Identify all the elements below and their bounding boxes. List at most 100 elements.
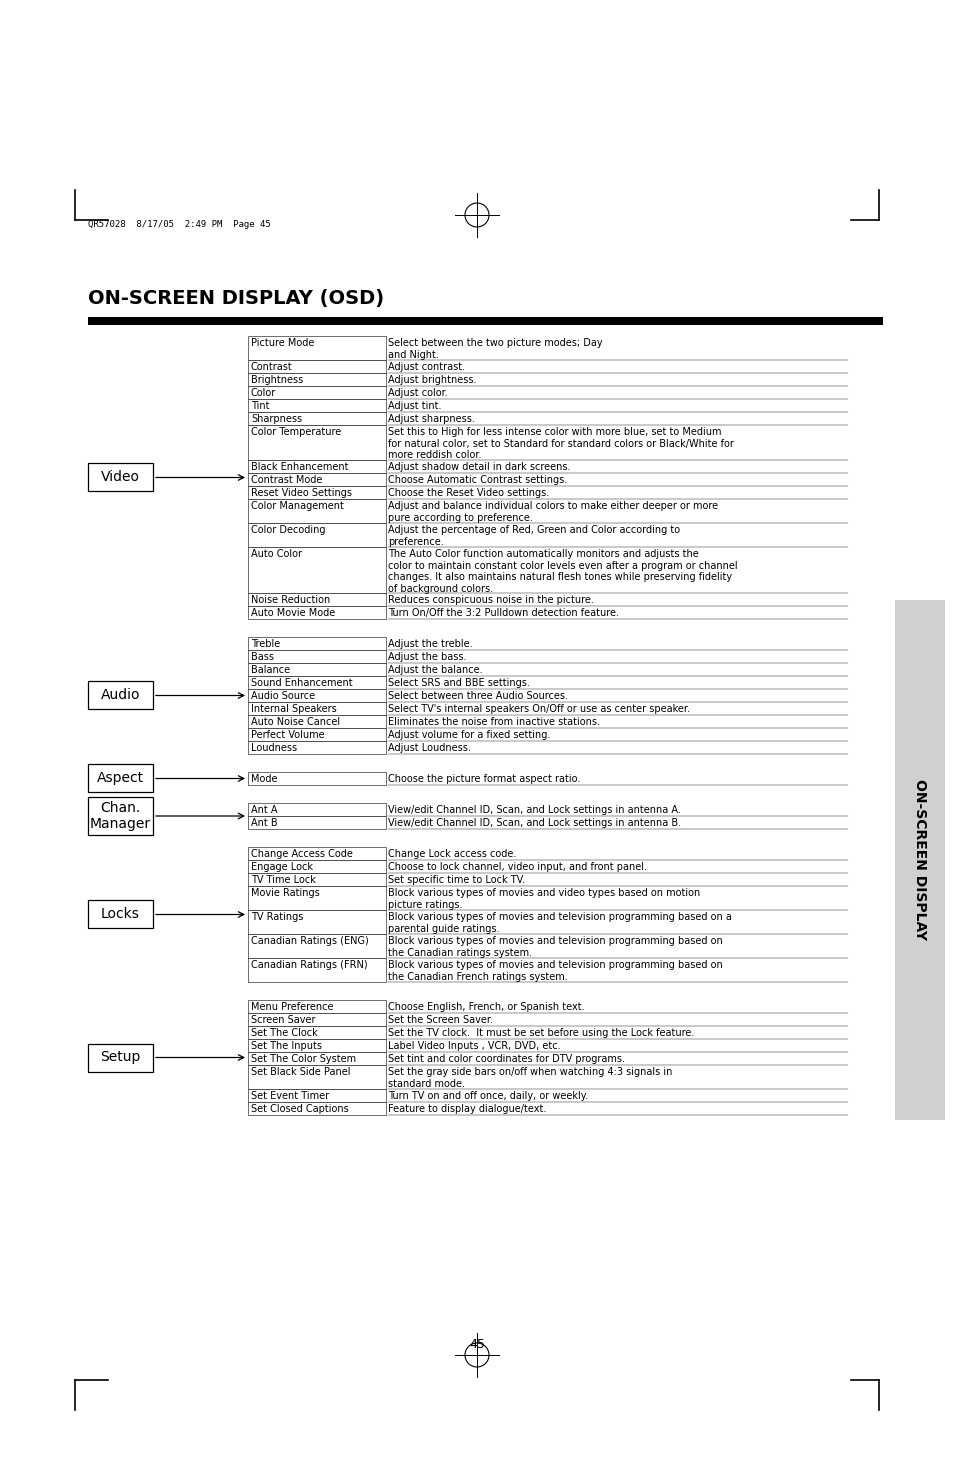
Bar bbox=[248, 873, 386, 886]
Text: Select SRS and BBE settings.: Select SRS and BBE settings. bbox=[388, 678, 529, 687]
Text: Set the gray side bars on/off when watching 4:3 signals in
standard mode.: Set the gray side bars on/off when watch… bbox=[388, 1066, 672, 1089]
Bar bbox=[88, 1043, 152, 1071]
Text: Adjust and balance individual colors to make either deeper or more
pure accordin: Adjust and balance individual colors to … bbox=[388, 502, 718, 522]
Text: Picture Mode: Picture Mode bbox=[251, 338, 314, 348]
Text: The Auto Color function automatically monitors and adjusts the
color to maintain: The Auto Color function automatically mo… bbox=[388, 549, 737, 594]
Text: Block various types of movies and television programming based on
the Canadian r: Block various types of movies and televi… bbox=[388, 937, 722, 957]
Bar bbox=[248, 637, 386, 650]
Text: Setup: Setup bbox=[100, 1050, 140, 1065]
Text: Choose Automatic Contrast settings.: Choose Automatic Contrast settings. bbox=[388, 475, 567, 485]
Bar bbox=[248, 910, 386, 934]
Text: Adjust brightness.: Adjust brightness. bbox=[388, 375, 476, 385]
Text: Eliminates the noise from inactive stations.: Eliminates the noise from inactive stati… bbox=[388, 717, 599, 727]
Text: Auto Color: Auto Color bbox=[251, 549, 302, 559]
Text: Engage Lock: Engage Lock bbox=[251, 861, 313, 872]
Text: Change Lock access code.: Change Lock access code. bbox=[388, 850, 516, 858]
Text: Color Decoding: Color Decoding bbox=[251, 525, 325, 535]
Text: Noise Reduction: Noise Reduction bbox=[251, 594, 330, 605]
Bar bbox=[248, 425, 386, 460]
Text: Adjust color.: Adjust color. bbox=[388, 388, 447, 398]
Text: Sound Enhancement: Sound Enhancement bbox=[251, 678, 353, 687]
Text: Select between three Audio Sources.: Select between three Audio Sources. bbox=[388, 690, 567, 701]
Bar bbox=[248, 729, 386, 740]
Text: Color: Color bbox=[251, 388, 276, 398]
Text: Adjust sharpness.: Adjust sharpness. bbox=[388, 414, 475, 423]
Text: Perfect Volume: Perfect Volume bbox=[251, 730, 324, 740]
Text: Bass: Bass bbox=[251, 652, 274, 662]
Bar bbox=[88, 463, 152, 491]
Text: Internal Speakers: Internal Speakers bbox=[251, 704, 336, 714]
Bar bbox=[248, 593, 386, 606]
Text: Adjust the percentage of Red, Green and Color according to
preference.: Adjust the percentage of Red, Green and … bbox=[388, 525, 679, 547]
Text: Block various types of movies and television programming based on
the Canadian F: Block various types of movies and televi… bbox=[388, 960, 722, 981]
Bar bbox=[248, 547, 386, 593]
Bar bbox=[248, 373, 386, 386]
Text: Adjust the bass.: Adjust the bass. bbox=[388, 652, 466, 662]
Text: Black Enhancement: Black Enhancement bbox=[251, 462, 348, 472]
Text: Audio: Audio bbox=[101, 689, 140, 702]
Bar bbox=[248, 702, 386, 715]
Bar bbox=[894, 600, 944, 1120]
Text: Set the TV clock.  It must be set before using the Lock feature.: Set the TV clock. It must be set before … bbox=[388, 1028, 694, 1038]
Text: Adjust the treble.: Adjust the treble. bbox=[388, 639, 472, 649]
Text: Set Closed Captions: Set Closed Captions bbox=[251, 1103, 349, 1114]
Text: Block various types of movies and video types based on motion
picture ratings.: Block various types of movies and video … bbox=[388, 888, 700, 910]
Text: Choose English, French, or Spanish text.: Choose English, French, or Spanish text. bbox=[388, 1002, 584, 1012]
Text: Change Access Code: Change Access Code bbox=[251, 850, 353, 858]
Text: Color Management: Color Management bbox=[251, 502, 343, 510]
Text: Menu Preference: Menu Preference bbox=[251, 1002, 334, 1012]
Text: Balance: Balance bbox=[251, 665, 290, 676]
Text: Set The Inputs: Set The Inputs bbox=[251, 1041, 322, 1052]
Text: Set specific time to Lock TV.: Set specific time to Lock TV. bbox=[388, 875, 524, 885]
Bar bbox=[248, 336, 386, 360]
Text: Set Black Side Panel: Set Black Side Panel bbox=[251, 1066, 350, 1077]
Bar bbox=[88, 901, 152, 928]
Bar bbox=[248, 1102, 386, 1115]
Text: Set Event Timer: Set Event Timer bbox=[251, 1092, 329, 1100]
Bar bbox=[248, 1052, 386, 1065]
Text: Adjust shadow detail in dark screens.: Adjust shadow detail in dark screens. bbox=[388, 462, 570, 472]
Text: Loudness: Loudness bbox=[251, 743, 296, 754]
Bar bbox=[248, 689, 386, 702]
Text: Reduces conspicuous noise in the picture.: Reduces conspicuous noise in the picture… bbox=[388, 594, 594, 605]
Text: Set this to High for less intense color with more blue, set to Medium
for natura: Set this to High for less intense color … bbox=[388, 426, 733, 460]
Text: Audio Source: Audio Source bbox=[251, 690, 314, 701]
Text: 45: 45 bbox=[469, 1338, 484, 1351]
Bar bbox=[248, 1027, 386, 1038]
Text: Adjust contrast.: Adjust contrast. bbox=[388, 361, 465, 372]
Text: Feature to display dialogue/text.: Feature to display dialogue/text. bbox=[388, 1103, 546, 1114]
Text: Select TV's internal speakers On/Off or use as center speaker.: Select TV's internal speakers On/Off or … bbox=[388, 704, 689, 714]
Bar bbox=[248, 606, 386, 619]
Text: Ant A: Ant A bbox=[251, 805, 277, 816]
Text: ON-SCREEN DISPLAY (OSD): ON-SCREEN DISPLAY (OSD) bbox=[88, 289, 384, 308]
Text: Set tint and color coordinates for DTV programs.: Set tint and color coordinates for DTV p… bbox=[388, 1055, 624, 1063]
Text: Adjust volume for a fixed setting.: Adjust volume for a fixed setting. bbox=[388, 730, 550, 740]
Text: Adjust the balance.: Adjust the balance. bbox=[388, 665, 482, 676]
Text: Turn TV on and off once, daily, or weekly.: Turn TV on and off once, daily, or weekl… bbox=[388, 1092, 587, 1100]
Bar bbox=[248, 1038, 386, 1052]
Bar bbox=[248, 650, 386, 662]
Bar bbox=[88, 681, 152, 709]
Bar bbox=[88, 764, 152, 792]
Text: View/edit Channel ID, Scan, and Lock settings in antenna A.: View/edit Channel ID, Scan, and Lock set… bbox=[388, 805, 680, 816]
Bar bbox=[248, 662, 386, 676]
Bar bbox=[248, 816, 386, 829]
Text: TV Ratings: TV Ratings bbox=[251, 912, 303, 922]
Text: ON-SCREEN DISPLAY: ON-SCREEN DISPLAY bbox=[912, 779, 926, 941]
Bar bbox=[248, 1089, 386, 1102]
Text: Tint: Tint bbox=[251, 401, 269, 412]
Text: Aspect: Aspect bbox=[97, 771, 144, 786]
Text: Auto Movie Mode: Auto Movie Mode bbox=[251, 608, 335, 618]
Text: QR57028  8/17/05  2:49 PM  Page 45: QR57028 8/17/05 2:49 PM Page 45 bbox=[88, 220, 271, 229]
Bar bbox=[248, 847, 386, 860]
Bar bbox=[248, 485, 386, 499]
Text: Choose the Reset Video settings.: Choose the Reset Video settings. bbox=[388, 488, 549, 499]
Bar bbox=[248, 860, 386, 873]
Bar bbox=[248, 360, 386, 373]
Bar bbox=[248, 676, 386, 689]
Text: Select between the two picture modes; Day
and Night.: Select between the two picture modes; Da… bbox=[388, 338, 602, 360]
Text: Choose the picture format aspect ratio.: Choose the picture format aspect ratio. bbox=[388, 774, 579, 785]
Text: Screen Saver: Screen Saver bbox=[251, 1015, 315, 1025]
Text: Ant B: Ant B bbox=[251, 819, 277, 827]
Bar bbox=[88, 796, 152, 835]
